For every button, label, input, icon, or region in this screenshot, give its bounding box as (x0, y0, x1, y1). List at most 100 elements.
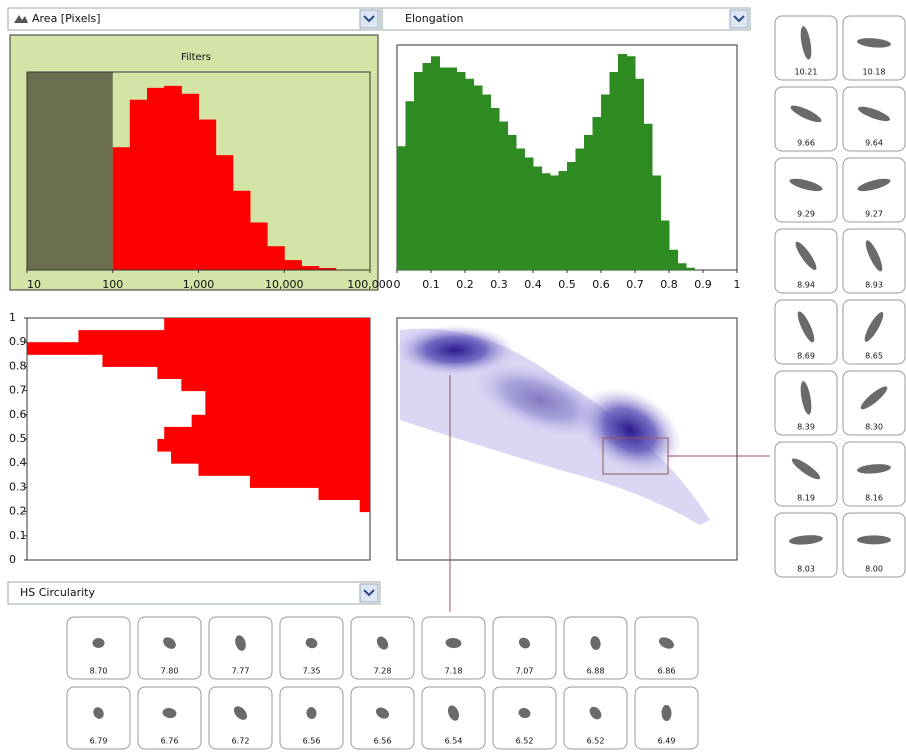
bar (102, 354, 370, 367)
x-tick-label: 0.3 (490, 278, 508, 291)
thumbnail[interactable]: 7.07 (493, 617, 556, 679)
x-tick-label: 0.6 (592, 278, 610, 291)
thumbnail[interactable]: 8.39 (775, 371, 837, 435)
bar (181, 379, 370, 392)
bar (164, 86, 182, 270)
bar (113, 147, 131, 270)
y-tick-label: 0.1 (9, 529, 27, 542)
thumbnail[interactable]: 6.54 (422, 687, 485, 749)
thumbnail[interactable]: 6.76 (138, 687, 201, 749)
thumbnail-label: 8.70 (90, 667, 108, 676)
thumbnail[interactable]: 8.19 (775, 442, 837, 506)
bar (78, 330, 370, 343)
thumbnail[interactable]: 6.52 (564, 687, 627, 749)
thumbnail-label: 7.28 (374, 667, 392, 676)
thumbnail[interactable]: 9.27 (843, 158, 905, 222)
dropdown-button[interactable] (730, 10, 748, 28)
thumbnail[interactable]: 6.56 (351, 687, 414, 749)
thumbnail-label: 8.03 (797, 565, 815, 574)
bar (627, 56, 636, 270)
thumbnail-label: 8.16 (865, 494, 883, 503)
thumbnail[interactable]: 6.49 (635, 687, 698, 749)
thumbnail-label: 7.18 (445, 667, 463, 676)
bar (635, 79, 644, 270)
thumbnail-label: 6.76 (161, 737, 179, 746)
thumbnail[interactable]: 10.21 (775, 16, 837, 80)
thumbnail-label: 8.69 (797, 352, 815, 361)
dropdown-label: HS Circularity (20, 586, 95, 599)
thumbnail-label: 8.65 (865, 352, 883, 361)
bar (147, 88, 165, 270)
thumbnail[interactable]: 8.69 (775, 300, 837, 364)
thumbnail-label: 10.21 (795, 68, 818, 77)
x-tick-label: 0.2 (456, 278, 474, 291)
bar (192, 415, 370, 428)
dropdown-button[interactable] (360, 584, 378, 602)
thumbnail[interactable]: 10.18 (843, 16, 905, 80)
y-tick-label: 0.6 (9, 408, 27, 421)
thumbnail[interactable]: 8.03 (775, 513, 837, 577)
thumbnail-label: 6.52 (587, 737, 605, 746)
bar (499, 122, 508, 271)
bar (661, 221, 670, 271)
thumbnail[interactable]: 7.35 (280, 617, 343, 679)
thumbnail[interactable]: 6.72 (209, 687, 272, 749)
y-tick-label: 0.3 (9, 480, 27, 493)
bar (567, 162, 576, 270)
bar (250, 222, 268, 270)
thumbnail-label: 7.77 (232, 667, 250, 676)
x-tick-label: 0.1 (422, 278, 440, 291)
bar (205, 403, 370, 416)
thumbnail[interactable]: 8.65 (843, 300, 905, 364)
dropdown[interactable]: Elongation (382, 8, 750, 30)
bar (686, 268, 695, 270)
bar (465, 79, 474, 270)
bar (593, 117, 602, 270)
bar (652, 176, 661, 271)
thumbnail[interactable]: 8.16 (843, 442, 905, 506)
thumbnail-label: 6.72 (232, 737, 250, 746)
thumbnail[interactable]: 9.64 (843, 87, 905, 151)
bar (423, 63, 432, 270)
thumbnail[interactable]: 8.70 (67, 617, 130, 679)
bar (448, 68, 457, 271)
thumbnail[interactable]: 7.28 (351, 617, 414, 679)
thumbnail-label: 7.35 (303, 667, 321, 676)
thumbnail[interactable]: 9.66 (775, 87, 837, 151)
dropdown[interactable]: HS Circularity (8, 582, 380, 604)
thumbnail[interactable]: 8.00 (843, 513, 905, 577)
thumbnail[interactable]: 6.79 (67, 687, 130, 749)
y-tick-label: 0.8 (9, 359, 27, 372)
thumbnail-label: 6.88 (587, 667, 605, 676)
bar (27, 342, 370, 355)
x-tick-label: 0.5 (558, 278, 576, 291)
dropdown-button[interactable] (360, 10, 378, 28)
bar (457, 72, 466, 270)
thumbnail[interactable]: 6.88 (564, 617, 627, 679)
bar (431, 56, 440, 270)
thumbnail[interactable]: 8.30 (843, 371, 905, 435)
bar (181, 94, 199, 270)
thumbnail[interactable]: 6.86 (635, 617, 698, 679)
thumbnail[interactable]: 7.77 (209, 617, 272, 679)
thumbnail[interactable]: 7.80 (138, 617, 201, 679)
particle-image (857, 535, 891, 544)
thumbnail[interactable]: 7.18 (422, 617, 485, 679)
thumbnail-label: 6.49 (658, 737, 676, 746)
thumbnail-label: 8.93 (865, 281, 883, 290)
bar (397, 146, 406, 270)
bar (474, 86, 483, 271)
thumbnail-label: 9.29 (797, 210, 815, 219)
dropdown[interactable]: Area [Pixels] (8, 8, 380, 30)
thumbnail[interactable]: 6.52 (493, 687, 556, 749)
bar (284, 260, 302, 270)
x-tick-label: 0 (394, 278, 401, 291)
thumbnail[interactable]: 8.93 (843, 229, 905, 293)
thumbnail[interactable]: 6.56 (280, 687, 343, 749)
thumbnail[interactable]: 8.94 (775, 229, 837, 293)
thumbnail[interactable]: 9.29 (775, 158, 837, 222)
bar (576, 149, 585, 271)
y-tick-label: 0.9 (9, 335, 27, 348)
bar (525, 158, 534, 271)
dropdown-label: Area [Pixels] (32, 12, 101, 25)
